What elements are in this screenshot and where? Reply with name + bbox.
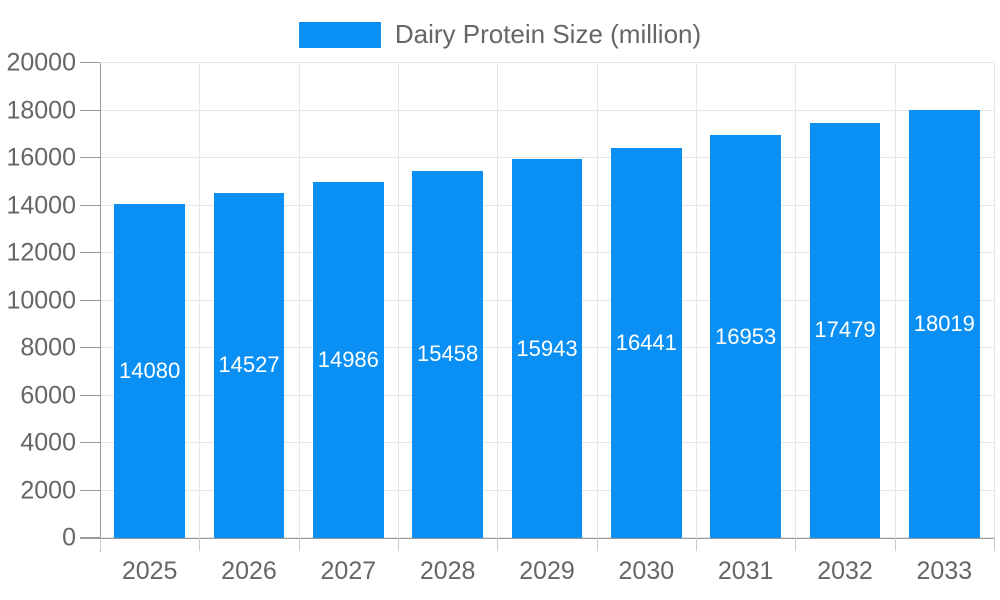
- y-axis-labels: 0 2000 4000 6000 8000 10000 12000 14000 16000 180…: [0, 49, 76, 552]
- bar-value-label: 17479: [814, 317, 876, 343]
- bar-value-label: 18019: [913, 311, 975, 337]
- gridline-vertical: [596, 63, 598, 538]
- y-tick-label: 16000: [6, 143, 76, 172]
- y-tick-label: 20000: [6, 48, 76, 77]
- y-tick-mark: [80, 347, 100, 348]
- bar-value-label: 15458: [417, 341, 479, 367]
- y-tick-label: 2000: [20, 476, 76, 504]
- y-tick-label: 10000: [6, 286, 76, 314]
- bar-value-label: 14986: [317, 347, 379, 373]
- gridline-vertical: [994, 63, 995, 538]
- bar-2031: 16953: [710, 135, 781, 538]
- x-tick-label: 2032: [817, 557, 873, 585]
- bar-2030: 16441: [611, 147, 682, 538]
- legend: Dairy Protein Size (million): [0, 19, 1000, 50]
- bar-2029: 15943: [511, 159, 583, 538]
- bar-2032: 17479: [809, 122, 881, 538]
- gridline-vertical: [298, 63, 300, 538]
- y-tick-mark: [80, 489, 100, 491]
- y-tick-label: 6000: [20, 381, 76, 409]
- gridline-vertical: [695, 63, 697, 538]
- y-tick-mark: [80, 442, 100, 443]
- x-tick-label: 2025: [121, 557, 178, 585]
- y-tick-mark: [80, 299, 100, 301]
- y-tick-label: 18000: [6, 96, 76, 124]
- bar-2027: 14986: [313, 182, 384, 538]
- bar-2033: 18019: [909, 110, 980, 538]
- y-tick-label: 4000: [20, 428, 76, 457]
- x-tick-mark: [497, 538, 499, 551]
- gridline-vertical: [894, 63, 896, 538]
- gridline-horizontal: [100, 62, 994, 63]
- y-tick-label: 0: [62, 523, 76, 552]
- y-tick-label: 8000: [20, 333, 76, 362]
- bar-2028: 15458: [412, 170, 483, 538]
- y-tick-mark: [80, 62, 100, 63]
- y-axis-ticks: [80, 62, 100, 538]
- x-tick-mark: [795, 538, 797, 551]
- y-tick-mark: [80, 252, 100, 253]
- y-axis-line: [100, 63, 101, 552]
- x-tick-mark: [994, 538, 995, 551]
- x-tick-mark: [100, 538, 101, 551]
- x-tick-label: 2028: [419, 557, 476, 585]
- bar-value-label: 14080: [119, 357, 181, 383]
- gridline-vertical: [497, 63, 499, 538]
- gridline-horizontal: [100, 157, 994, 158]
- y-tick-mark: [80, 537, 100, 538]
- bar-value-label: 14527: [218, 352, 280, 378]
- legend-swatch: [298, 21, 381, 48]
- x-axis-labels: 2025 2026 2027 2028 2029 2030 2031 2032 2033: [100, 557, 994, 589]
- y-tick-mark: [80, 394, 100, 396]
- x-tick-label: 2033: [916, 557, 973, 585]
- x-tick-mark: [695, 538, 697, 551]
- x-tick-label: 2027: [320, 557, 377, 585]
- y-tick-label: 12000: [6, 238, 76, 267]
- bar-value-label: 16953: [715, 323, 777, 349]
- y-tick-mark: [80, 109, 100, 111]
- x-tick-label: 2026: [221, 557, 277, 585]
- gridline-horizontal: [100, 109, 994, 111]
- x-tick-mark: [894, 538, 896, 551]
- y-tick-mark: [80, 157, 100, 158]
- x-tick-label: 2029: [519, 557, 575, 585]
- gridline-vertical: [795, 63, 797, 538]
- x-axis-line: [80, 538, 994, 539]
- legend-label: Dairy Protein Size (million): [394, 19, 702, 49]
- x-tick-label: 2031: [717, 557, 774, 585]
- bar-2026: 14527: [213, 192, 285, 538]
- bar-value-label: 16441: [615, 329, 677, 355]
- x-tick-mark: [596, 538, 598, 551]
- y-tick-label: 14000: [6, 191, 76, 219]
- gridline-vertical: [397, 63, 399, 538]
- gridline-vertical: [199, 63, 201, 538]
- x-tick-label: 2030: [618, 557, 675, 585]
- x-tick-mark: [397, 538, 399, 551]
- plot-area: 14080 14527 14986 15458 15943 16441 16953 17479…: [100, 62, 995, 538]
- y-tick-mark: [80, 204, 100, 206]
- x-axis-ticks: [100, 538, 995, 551]
- bar-value-label: 15943: [516, 335, 578, 361]
- bar-2025: 14080: [114, 203, 185, 538]
- x-tick-mark: [199, 538, 201, 551]
- x-tick-mark: [298, 538, 300, 551]
